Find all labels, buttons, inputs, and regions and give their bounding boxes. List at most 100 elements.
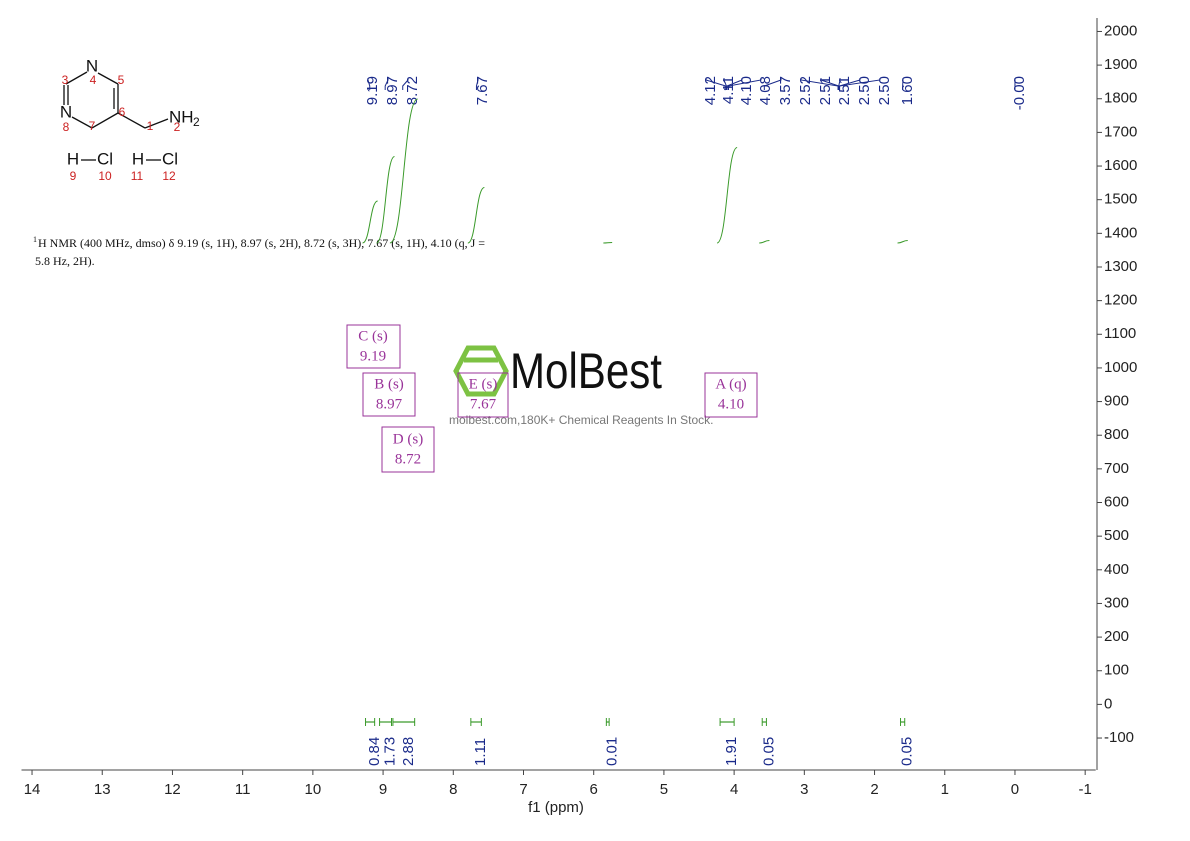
- y-tick-label: 900: [1104, 393, 1129, 410]
- nmr-description: 5.8 Hz, 2H).: [35, 254, 95, 268]
- peak-label: 7.67: [474, 76, 491, 105]
- y-tick-label: 1700: [1104, 123, 1137, 140]
- integral-label: 1.11: [472, 738, 489, 766]
- multiplet-box: C (s) 9.19: [346, 324, 401, 369]
- y-tick-label: 1100: [1104, 325, 1136, 342]
- watermark-slogan: molbest.com,180K+ Chemical Reagents In S…: [449, 413, 713, 427]
- y-tick-label: 200: [1104, 628, 1129, 645]
- box: [362, 372, 416, 417]
- multiplet-name: A (q): [715, 376, 746, 392]
- y-tick-label: 1200: [1104, 292, 1137, 309]
- atom-label: H: [67, 149, 79, 168]
- y-tick-label: 500: [1104, 527, 1129, 544]
- bond: [91, 112, 119, 129]
- atom-number: 7: [89, 119, 96, 133]
- integral-label: 2.88: [400, 737, 417, 766]
- y-tick-label: 1400: [1104, 224, 1137, 241]
- peak-connector: [838, 78, 881, 90]
- atom-number: 9: [70, 169, 77, 183]
- integral-curve: [389, 98, 419, 244]
- watermark-brand: MolBest: [510, 343, 662, 399]
- atom-subscript: 2: [193, 115, 200, 129]
- integral-curve: [467, 187, 485, 244]
- peak-label: 4.12: [702, 76, 719, 105]
- x-tick-label: 8: [449, 781, 457, 798]
- multiplet-shift: 9.19: [360, 348, 386, 364]
- y-tick-label: 400: [1104, 561, 1129, 578]
- atom-number: 4: [90, 73, 97, 87]
- y-tick-label: 1800: [1104, 90, 1137, 107]
- peak-label: 2.50: [876, 76, 893, 105]
- structure: [63, 71, 169, 161]
- x-tick-label: 14: [24, 781, 41, 798]
- atom-label: N: [60, 102, 72, 121]
- atom-number: 11: [131, 169, 144, 183]
- nmr-description: H NMR (400 MHz, dmso) δ 9.19 (s, 1H), 8.…: [38, 236, 485, 250]
- box: [346, 324, 401, 369]
- atom-number: 2: [174, 120, 181, 134]
- multiplet-shift: 8.72: [395, 451, 421, 467]
- y-tick-label: 1300: [1104, 258, 1137, 275]
- integral-label: 1.73: [382, 737, 399, 766]
- multiplet-name: E (s): [469, 376, 498, 392]
- peak-connector: [726, 78, 743, 90]
- peak-connector: [838, 78, 841, 90]
- y-tick-label: 2000: [1104, 22, 1137, 39]
- integral-label: 0.84: [366, 737, 383, 766]
- multiplet-shift: 7.67: [470, 396, 497, 412]
- peak-label: 9.19: [364, 76, 381, 105]
- x-tick-label: 10: [305, 781, 322, 798]
- bond: [71, 116, 93, 129]
- logo-hexagon: [453, 345, 509, 397]
- multiplet-box: E (s) 7.67: [457, 372, 509, 418]
- multiplet-name: D (s): [393, 431, 423, 447]
- x-tick-label: 2: [870, 781, 878, 798]
- x-tick-label: 12: [164, 781, 181, 798]
- multiplet-shift: 4.10: [718, 396, 744, 412]
- x-tick-label: -1: [1078, 781, 1091, 798]
- y-tick-label: 700: [1104, 460, 1129, 477]
- x-tick-label: 11: [235, 781, 251, 798]
- y-tick-label: 1900: [1104, 56, 1137, 73]
- x-tick-label: 4: [730, 781, 738, 798]
- peak-connector: [763, 78, 782, 90]
- y-tick-label: 1000: [1104, 359, 1137, 376]
- integral-label: 1.91: [723, 737, 740, 766]
- y-tick-label: 600: [1104, 493, 1129, 510]
- atom-label: H: [132, 149, 144, 168]
- atom-number: 3: [62, 73, 69, 87]
- multiplet-box: D (s) 8.72: [381, 426, 435, 473]
- bond: [117, 112, 146, 129]
- atom-number: 1: [147, 119, 154, 133]
- integral-label: 0.05: [760, 737, 777, 766]
- x-tick-label: 1: [941, 781, 949, 798]
- y-tick-label: 1500: [1104, 191, 1137, 208]
- y-tick-label: 0: [1104, 695, 1112, 712]
- peak-label: 2.51: [817, 76, 834, 105]
- peak-connector: [800, 78, 839, 90]
- peak-connector: [705, 78, 727, 90]
- x-tick-label: 13: [94, 781, 111, 798]
- integral-curve: [897, 240, 908, 244]
- x-tick-label: 5: [660, 781, 668, 798]
- peak-label: 8.97: [384, 76, 401, 105]
- x-axis-title: f1 (ppm): [528, 799, 584, 816]
- atom-number: 8: [63, 120, 70, 134]
- y-tick-label: 100: [1104, 662, 1129, 679]
- atom-label: Cl: [97, 149, 113, 168]
- peak-label: 2.51: [836, 76, 853, 105]
- multiplet-name: C (s): [358, 328, 388, 344]
- box: [704, 372, 758, 418]
- bond: [65, 71, 88, 85]
- box: [381, 426, 435, 473]
- peak-label: 8.72: [404, 76, 421, 105]
- peak-label: 4.11: [720, 76, 737, 104]
- peak-connector: [402, 78, 409, 90]
- integral-curve: [716, 147, 738, 244]
- peak-label: 1.60: [899, 76, 916, 105]
- peak-label: 4.08: [757, 76, 774, 105]
- multiplet-shift: 8.97: [376, 396, 403, 412]
- integral-curve: [362, 200, 378, 244]
- x-tick-label: 6: [590, 781, 598, 798]
